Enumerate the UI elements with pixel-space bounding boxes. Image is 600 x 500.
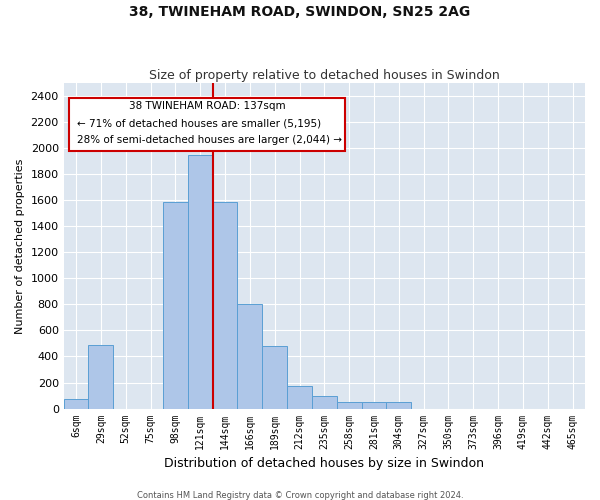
Text: ← 71% of detached houses are smaller (5,195): ← 71% of detached houses are smaller (5,… xyxy=(77,119,321,129)
Y-axis label: Number of detached properties: Number of detached properties xyxy=(15,158,25,334)
Bar xyxy=(287,386,312,408)
Bar xyxy=(163,202,188,408)
Bar xyxy=(88,345,113,408)
Text: Contains HM Land Registry data © Crown copyright and database right 2024.: Contains HM Land Registry data © Crown c… xyxy=(137,490,463,500)
Bar xyxy=(188,155,212,408)
Bar xyxy=(64,399,88,408)
Text: 38, TWINEHAM ROAD, SWINDON, SN25 2AG: 38, TWINEHAM ROAD, SWINDON, SN25 2AG xyxy=(130,5,470,19)
Text: 38 TWINEHAM ROAD: 137sqm: 38 TWINEHAM ROAD: 137sqm xyxy=(129,101,286,111)
Bar xyxy=(337,402,362,408)
X-axis label: Distribution of detached houses by size in Swindon: Distribution of detached houses by size … xyxy=(164,457,484,470)
Bar xyxy=(362,402,386,408)
Title: Size of property relative to detached houses in Swindon: Size of property relative to detached ho… xyxy=(149,69,500,82)
Bar xyxy=(238,304,262,408)
Bar xyxy=(212,202,238,408)
Bar xyxy=(262,346,287,408)
FancyBboxPatch shape xyxy=(69,98,345,152)
Text: 28% of semi-detached houses are larger (2,044) →: 28% of semi-detached houses are larger (… xyxy=(77,135,342,145)
Bar xyxy=(312,396,337,408)
Bar xyxy=(386,402,411,408)
